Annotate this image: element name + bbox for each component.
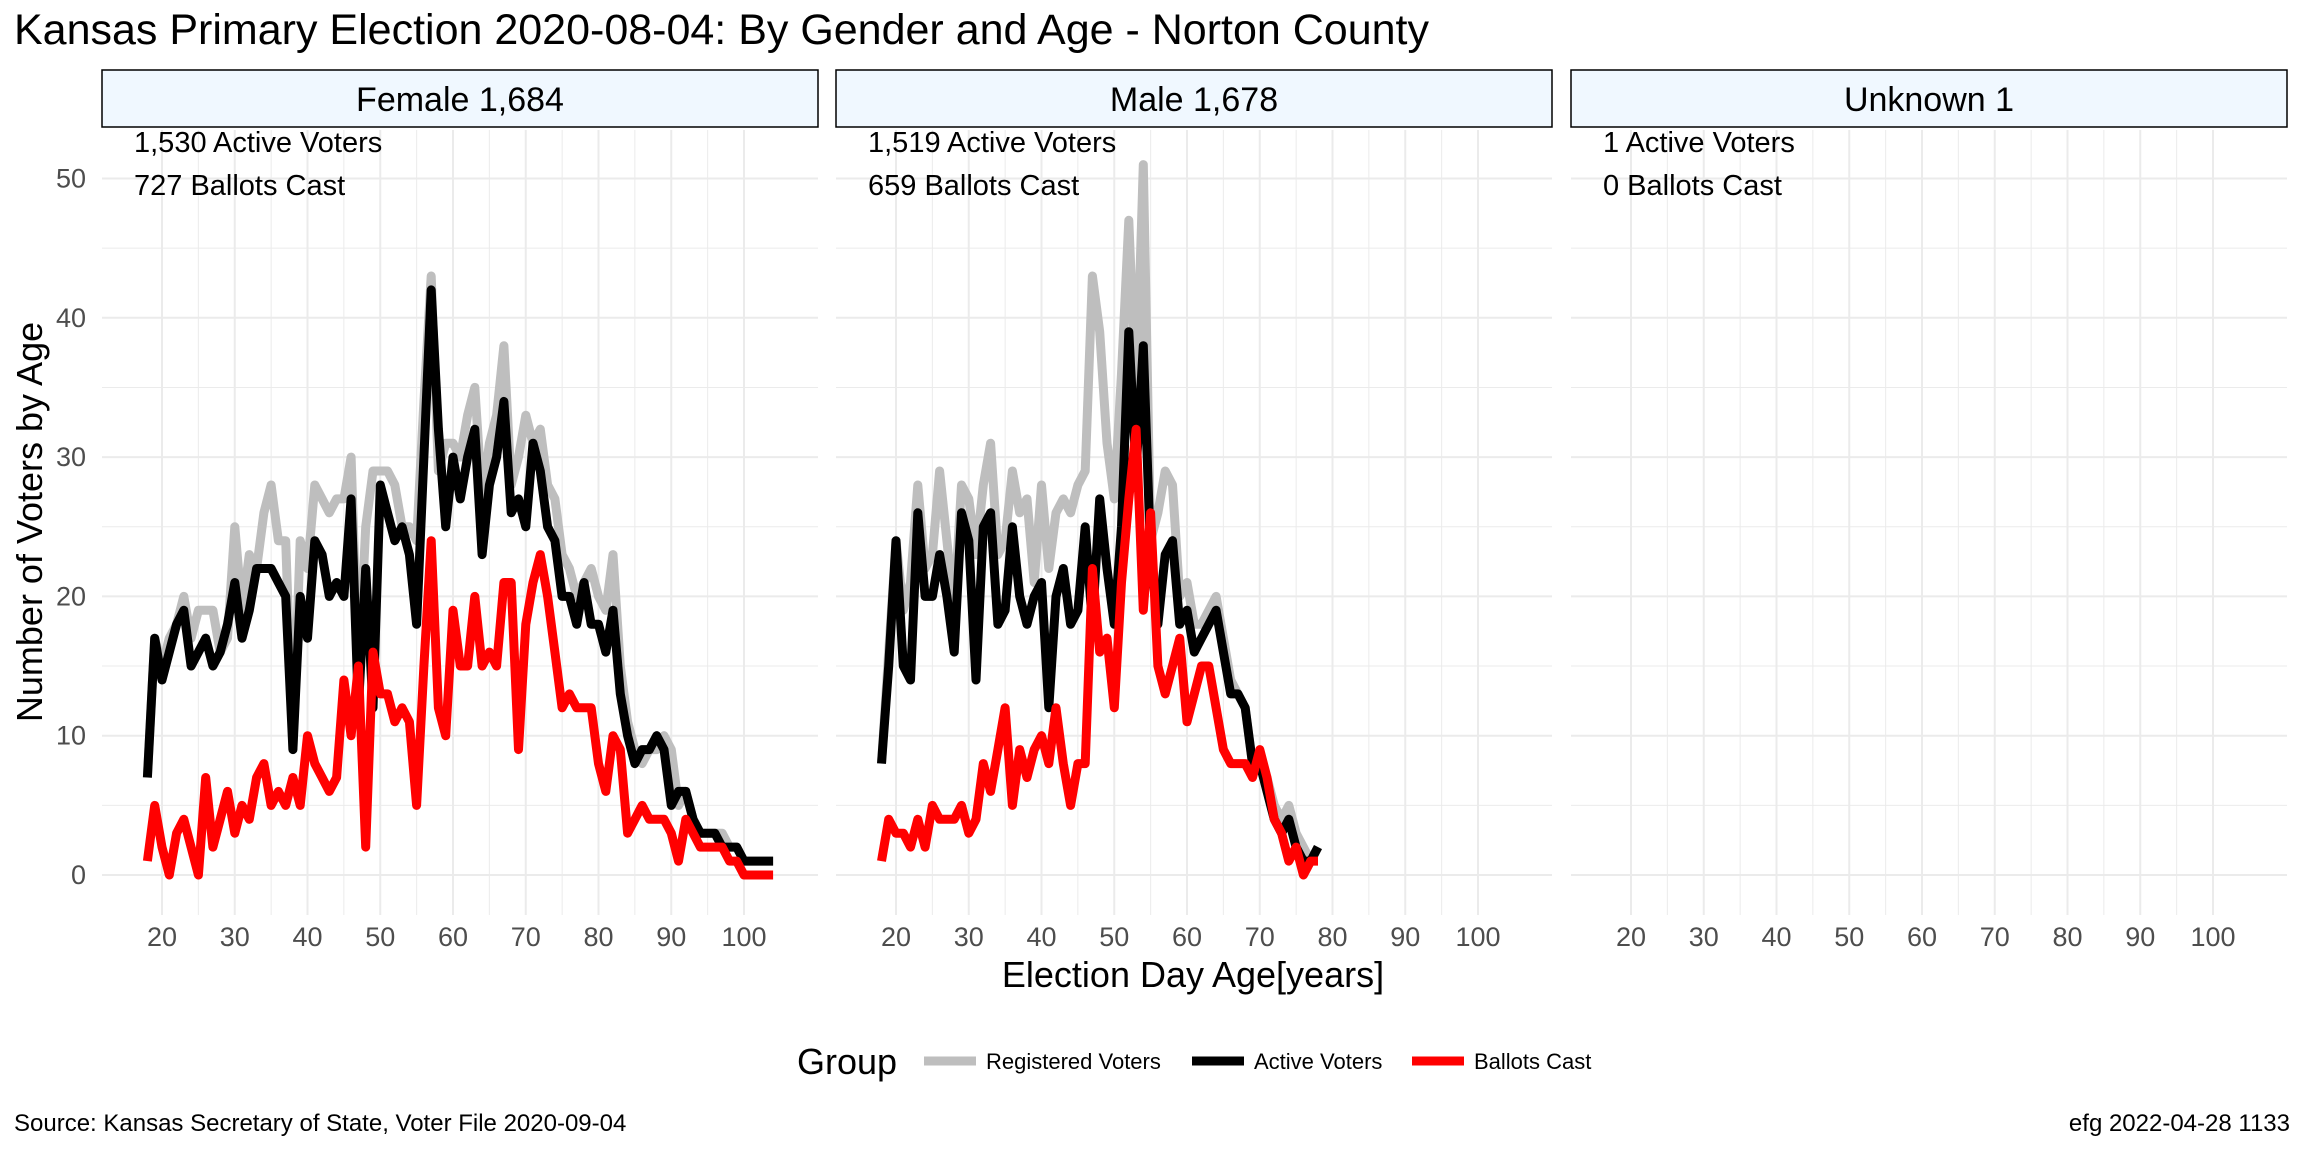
facet-strip-label: Female 1,684: [356, 81, 564, 119]
x-tick-label: 70: [511, 922, 541, 952]
x-tick-label: 100: [1455, 922, 1500, 952]
grid: [1571, 130, 2287, 915]
panel-annotation: 0 Ballots Cast: [1603, 170, 1782, 202]
x-axis-title: Election Day Age[years]: [1002, 954, 1384, 995]
facet-strip-label: Male 1,678: [1110, 81, 1278, 119]
series-line-ballots-cast: [877, 424, 1318, 880]
panels: Female 1,684 1,530 Active Voters 727 Ballo…: [101, 69, 2288, 952]
x-tick-label: 90: [2125, 922, 2155, 952]
x-tick-label: 70: [1245, 922, 1275, 952]
series-line-active-voters: [142, 285, 774, 866]
facet-strip: [835, 69, 1553, 128]
x-tick-label: 40: [1026, 922, 1056, 952]
source-note: Source: Kansas Secretary of State, Voter…: [14, 1110, 627, 1137]
legend-label-ballots-cast: Ballots Cast: [1474, 1049, 1591, 1074]
y-tick-label: 20: [56, 581, 86, 611]
y-tick-label: 10: [56, 721, 86, 751]
x-tick-label: 60: [438, 922, 468, 952]
chart-title: Kansas Primary Election 2020-08-04: By G…: [14, 6, 1429, 54]
x-tick-label: 50: [1099, 922, 1129, 952]
x-tick-label: 20: [147, 922, 177, 952]
legend-label-active-voters: Active Voters: [1254, 1049, 1382, 1074]
x-tick-label: 90: [1390, 922, 1420, 952]
facet-strip: [101, 69, 819, 128]
x-tick-label: 70: [1980, 922, 2010, 952]
legend: Group Registered Voters Active Voters Ballo…: [797, 1041, 1591, 1082]
y-axis-title: Number of Voters by Age: [9, 322, 50, 722]
panel-female-1-684: Female 1,684 1,530 Active Voters 727 Ballo…: [101, 69, 819, 952]
x-tick-label: 60: [1172, 922, 1202, 952]
series-line-registered-voters: [142, 271, 774, 866]
legend-label-registered-voters: Registered Voters: [986, 1049, 1161, 1074]
x-tick-label: 100: [2190, 922, 2235, 952]
panel-annotation: 659 Ballots Cast: [868, 170, 1079, 202]
panel-annotation: 1 Active Voters: [1603, 127, 1795, 159]
series-line-active-voters: [877, 327, 1322, 866]
facet-strip: [1570, 69, 2288, 128]
x-tick-label: 90: [656, 922, 686, 952]
y-tick-label: 0: [71, 860, 86, 890]
x-tick-label: 80: [1317, 922, 1347, 952]
x-tick-label: 20: [1616, 922, 1646, 952]
x-tick-label: 60: [1907, 922, 1937, 952]
facet-strip-label: Unknown 1: [1844, 81, 2014, 119]
x-tick-label: 40: [1761, 922, 1791, 952]
x-tick-label: 30: [954, 922, 984, 952]
x-tick-label: 40: [292, 922, 322, 952]
x-tick-label: 50: [1834, 922, 1864, 952]
x-tick-label: 100: [721, 922, 766, 952]
series-line-ballots-cast: [142, 536, 774, 880]
panel-annotation: 1,519 Active Voters: [868, 127, 1116, 159]
x-tick-label: 30: [220, 922, 250, 952]
panel-male-1-678: Male 1,678 1,519 Active Voters 659 Ballots…: [835, 69, 1553, 952]
y-tick-label: 50: [56, 164, 86, 194]
y-tick-label: 30: [56, 442, 86, 472]
y-axis: 0 10 20 30 40 50: [56, 164, 86, 891]
panel-annotation: 727 Ballots Cast: [134, 170, 345, 202]
x-tick-label: 80: [2052, 922, 2082, 952]
panel-annotation: 1,530 Active Voters: [134, 127, 382, 159]
x-tick-label: 30: [1689, 922, 1719, 952]
legend-title: Group: [797, 1041, 897, 1082]
timestamp-note: efg 2022-04-28 1133: [2068, 1110, 2290, 1137]
x-tick-label: 20: [881, 922, 911, 952]
panel-unknown-1: Unknown 1 1 Active Voters 0 Ballots Cast 20…: [1570, 69, 2288, 952]
x-tick-label: 50: [365, 922, 395, 952]
x-tick-label: 80: [583, 922, 613, 952]
y-tick-label: 40: [56, 303, 86, 333]
